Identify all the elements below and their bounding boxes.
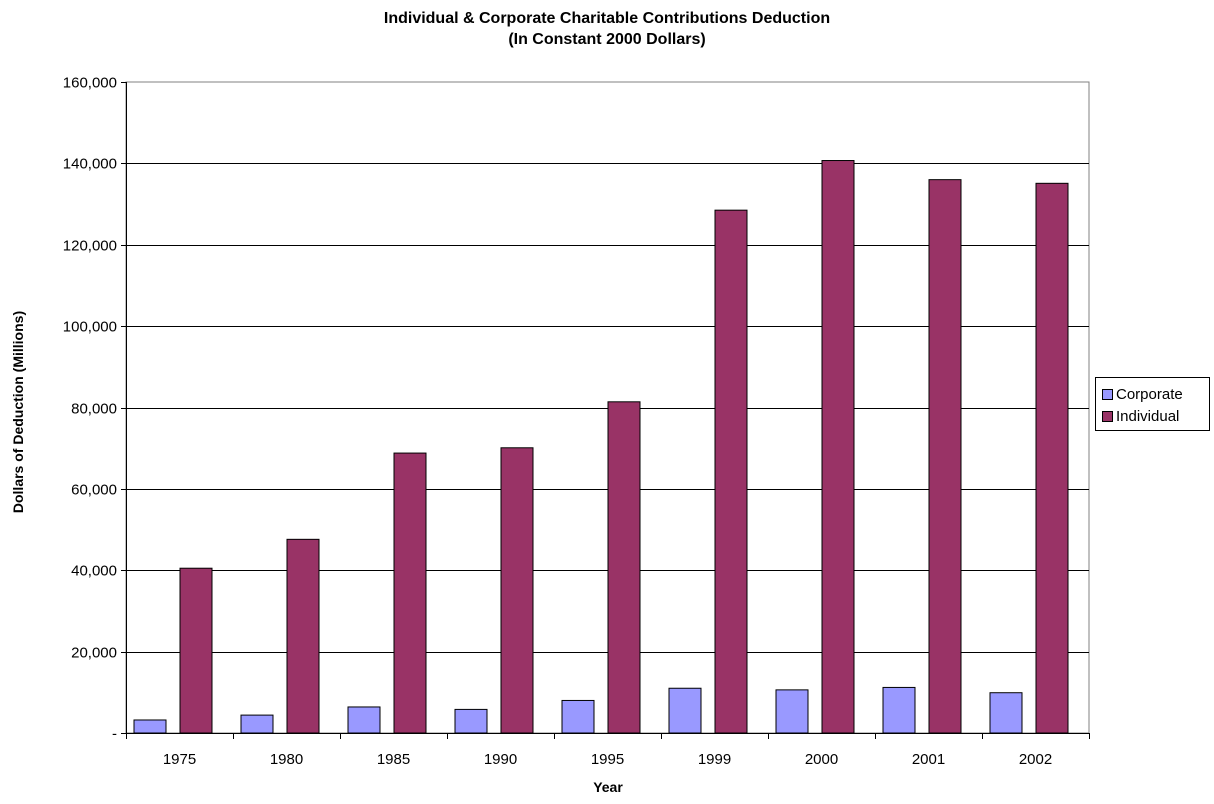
bar-corporate-1980: [240, 714, 274, 734]
y-tick-label: 160,000: [63, 75, 117, 92]
y-tick-label: 120,000: [63, 238, 117, 255]
x-tick-label: 1975: [163, 751, 196, 768]
legend-swatch-individual: [1102, 410, 1113, 422]
x-tick-label: 1990: [484, 751, 517, 768]
y-tick-label: 40,000: [71, 563, 117, 580]
bar-corporate-2000: [775, 689, 809, 734]
y-tick-label: 100,000: [63, 319, 117, 336]
bar-individual-2001: [928, 179, 962, 734]
chart-title: Individual & Corporate Charitable Contri…: [0, 8, 1214, 50]
bar-corporate-1995: [561, 699, 595, 734]
chart-subtitle: (In Constant 2000 Dollars): [508, 31, 706, 48]
bars: [133, 160, 1069, 734]
x-tick-label: 2001: [912, 751, 945, 768]
y-tick-label: 140,000: [63, 156, 117, 173]
bar-corporate-1990: [454, 708, 488, 734]
x-tick-label: 1980: [270, 751, 303, 768]
chart-title-main: Individual & Corporate Charitable Contri…: [383, 10, 831, 27]
y-tick-label: 20,000: [71, 645, 117, 662]
legend-item-corporate: Corporate: [1102, 383, 1209, 405]
bar-individual-1985: [393, 452, 427, 734]
bar-corporate-2001: [882, 686, 916, 734]
x-tick-label: 2000: [805, 751, 838, 768]
bar-corporate-1985: [347, 706, 381, 734]
bar-individual-1999: [714, 209, 748, 734]
legend-label-individual: Individual: [1116, 407, 1180, 425]
x-axis-label: Year: [593, 779, 623, 795]
bar-individual-1995: [607, 401, 641, 734]
axes: [121, 82, 1090, 739]
y-tick-label: -: [112, 726, 117, 743]
legend-swatch-corporate: [1102, 388, 1113, 400]
bar-corporate-2002: [989, 692, 1023, 734]
y-tick-label: 80,000: [71, 401, 117, 418]
bar-individual-1980: [286, 538, 320, 734]
x-tick-label: 1985: [377, 751, 410, 768]
bar-corporate-1975: [133, 719, 167, 734]
legend: Corporate Individual: [1095, 377, 1210, 431]
x-tick-label: 1995: [591, 751, 624, 768]
bar-individual-1990: [500, 447, 534, 734]
bar-individual-1975: [179, 567, 213, 734]
legend-label-corporate: Corporate: [1116, 385, 1183, 403]
y-tick-label: 60,000: [71, 482, 117, 499]
bar-corporate-1999: [668, 687, 702, 734]
x-tick-label: 2002: [1019, 751, 1052, 768]
bar-individual-2000: [821, 160, 855, 734]
x-tick-label: 1999: [698, 751, 731, 768]
tick-labels: - 20,000 40,000 60,000 80,000 100,000 120,000 1…: [63, 75, 1052, 769]
bar-individual-2002: [1035, 182, 1069, 734]
legend-item-individual: Individual: [1102, 405, 1209, 427]
